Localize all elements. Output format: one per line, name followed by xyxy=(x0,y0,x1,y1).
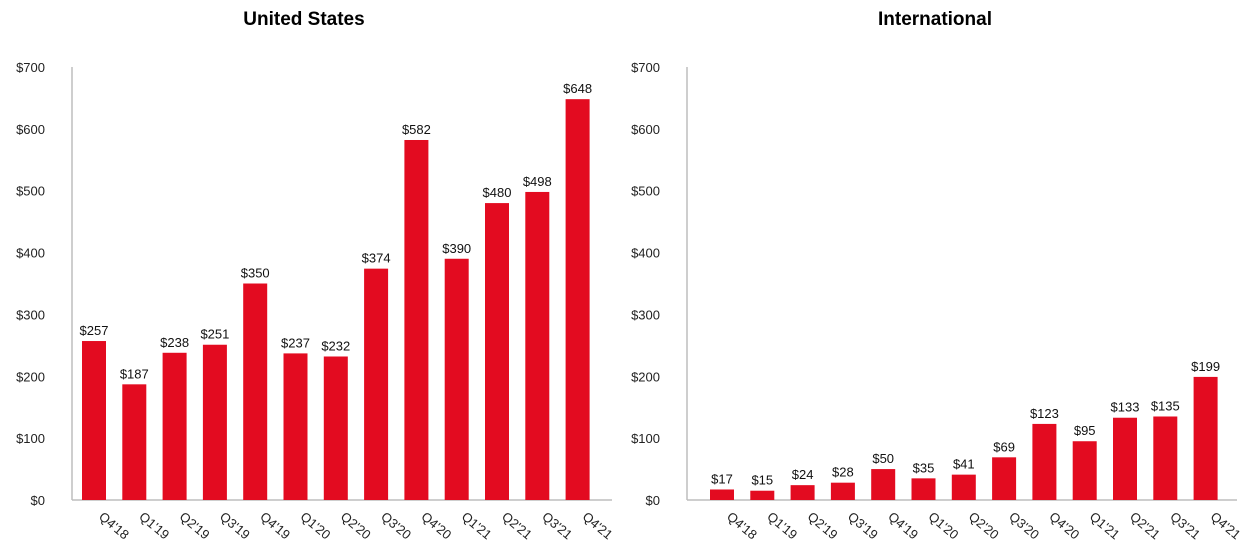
data-label: $50 xyxy=(872,451,894,466)
x-category-label: Q4'19 xyxy=(885,509,921,543)
bar xyxy=(790,485,815,500)
x-category-label: Q1'20 xyxy=(298,509,334,543)
bar xyxy=(1072,441,1097,500)
bar xyxy=(911,478,936,500)
bar xyxy=(444,258,469,500)
data-label: $238 xyxy=(160,335,189,350)
y-tick-label: $300 xyxy=(16,307,45,322)
x-category-label: Q2'19 xyxy=(805,509,841,543)
bar xyxy=(82,341,106,500)
y-tick-label: $500 xyxy=(16,184,45,199)
bar xyxy=(1153,416,1178,500)
data-label: $480 xyxy=(483,185,512,200)
y-tick-label: $400 xyxy=(631,246,660,261)
bar xyxy=(122,384,147,500)
data-label: $251 xyxy=(200,327,229,342)
y-tick-label: $200 xyxy=(631,369,660,384)
y-tick-label: $300 xyxy=(631,307,660,322)
data-label: $35 xyxy=(913,460,935,475)
bar xyxy=(243,283,268,500)
chart-title: United States xyxy=(243,9,364,30)
y-tick-label: $700 xyxy=(631,60,660,75)
bar xyxy=(830,482,855,500)
bar xyxy=(404,139,429,500)
data-label: $374 xyxy=(362,251,391,266)
data-label: $17 xyxy=(711,471,733,486)
bar xyxy=(525,191,550,501)
bar xyxy=(323,356,348,500)
y-tick-label: $400 xyxy=(16,246,45,261)
bar xyxy=(162,352,187,500)
y-tick-label: $0 xyxy=(31,493,45,508)
x-category-label: Q3'20 xyxy=(378,509,414,543)
y-tick-label: $600 xyxy=(16,122,45,137)
x-category-label: Q2'21 xyxy=(1127,509,1163,543)
data-label: $133 xyxy=(1111,400,1140,415)
x-category-label: Q1'19 xyxy=(764,509,800,543)
bar xyxy=(871,469,896,500)
x-category-label: Q4'18 xyxy=(724,509,760,543)
bar xyxy=(951,474,976,500)
y-tick-label: $700 xyxy=(16,60,45,75)
data-label: $648 xyxy=(563,81,592,96)
data-label: $257 xyxy=(80,323,109,338)
x-category-label: Q3'19 xyxy=(845,509,881,543)
data-label: $135 xyxy=(1151,398,1180,413)
x-category-label: Q3'19 xyxy=(217,509,253,543)
data-label: $95 xyxy=(1074,423,1096,438)
data-label: $582 xyxy=(402,122,431,137)
bar xyxy=(364,268,389,500)
data-label: $69 xyxy=(993,439,1015,454)
x-category-label: Q2'20 xyxy=(338,509,374,543)
bar xyxy=(710,489,734,500)
bar xyxy=(992,457,1017,500)
x-category-label: Q1'20 xyxy=(926,509,962,543)
y-tick-label: $0 xyxy=(646,493,660,508)
x-category-label: Q2'19 xyxy=(177,509,213,543)
y-tick-label: $600 xyxy=(631,122,660,137)
data-label: $498 xyxy=(523,174,552,189)
x-category-label: Q4'21 xyxy=(1208,509,1244,543)
data-label: $28 xyxy=(832,465,854,480)
data-label: $350 xyxy=(241,266,270,281)
x-category-label: Q3'21 xyxy=(1167,509,1203,543)
data-label: $237 xyxy=(281,335,310,350)
y-tick-label: $500 xyxy=(631,184,660,199)
data-label: $41 xyxy=(953,457,975,472)
y-tick-label: $200 xyxy=(16,369,45,384)
chart-us: United States $0 $100 $200 $300 $400 $500 $600 $… xyxy=(16,9,616,543)
bar xyxy=(202,344,227,500)
chart-international: International $0 $100 $200 $300 $400 $500 $600 $… xyxy=(631,9,1244,543)
chart-title: International xyxy=(878,9,992,30)
y-tick-label: $100 xyxy=(631,431,660,446)
x-category-label: Q2'21 xyxy=(499,509,535,543)
data-label: $232 xyxy=(321,338,350,353)
x-category-label: Q4'19 xyxy=(257,509,293,543)
data-label: $187 xyxy=(120,366,149,381)
x-category-label: Q4'20 xyxy=(418,509,454,543)
data-label: $123 xyxy=(1030,406,1059,421)
bar xyxy=(1032,423,1057,500)
x-category-label: Q1'21 xyxy=(1087,509,1123,543)
data-label: $24 xyxy=(792,467,814,482)
x-category-label: Q4'21 xyxy=(580,509,616,543)
data-label: $390 xyxy=(442,241,471,256)
x-category-label: Q1'19 xyxy=(136,509,172,543)
bar xyxy=(485,203,509,501)
y-tick-label: $100 xyxy=(16,431,45,446)
x-category-label: Q3'21 xyxy=(539,509,575,543)
x-category-label: Q3'20 xyxy=(1006,509,1042,543)
data-label: $15 xyxy=(751,473,773,488)
x-category-label: Q1'21 xyxy=(459,509,495,543)
x-category-label: Q4'18 xyxy=(96,509,132,543)
bar xyxy=(750,490,775,500)
x-category-label: Q2'20 xyxy=(966,509,1002,543)
bar xyxy=(283,353,308,500)
bar xyxy=(1113,417,1137,500)
x-category-label: Q4'20 xyxy=(1046,509,1082,543)
bar xyxy=(565,99,590,500)
data-label: $199 xyxy=(1191,359,1220,374)
bar xyxy=(1193,376,1218,500)
